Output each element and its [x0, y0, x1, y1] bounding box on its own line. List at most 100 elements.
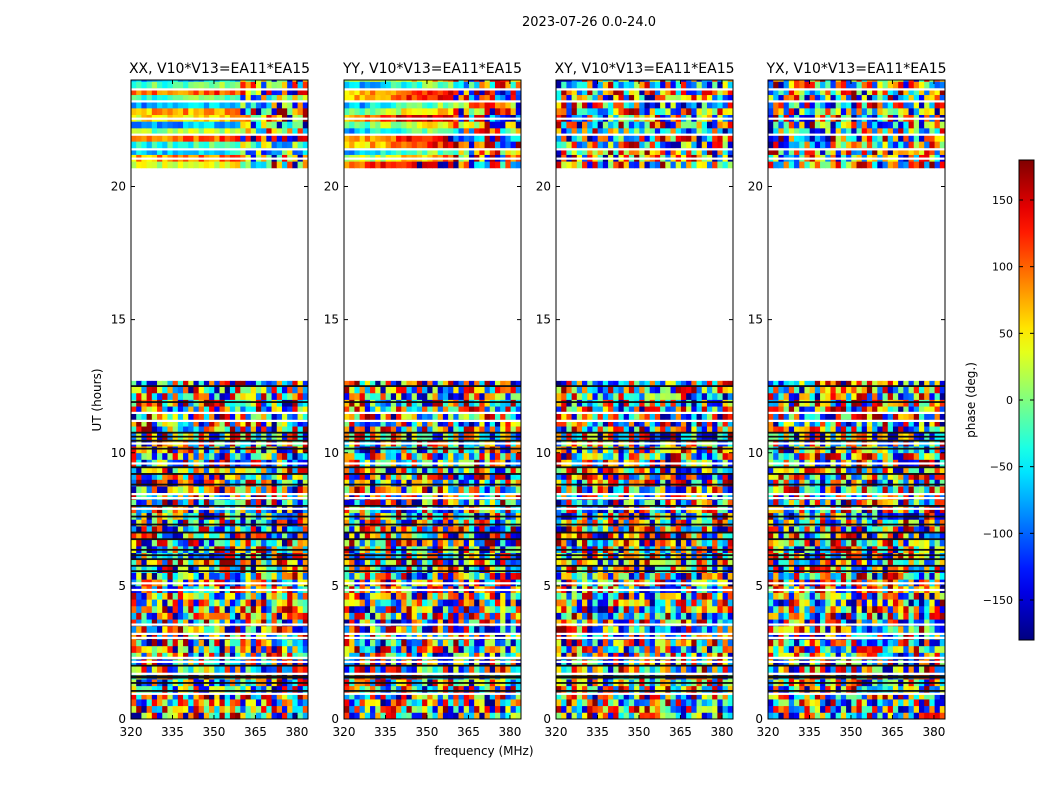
heatmap-cell — [219, 121, 226, 129]
heatmap-cell — [224, 386, 231, 394]
heatmap-cell — [261, 632, 267, 640]
heatmap-cell — [224, 399, 231, 407]
flagged-row-white — [344, 100, 521, 103]
heatmap-cell — [396, 685, 402, 693]
heatmap-cell — [229, 161, 236, 169]
heatmap-cell — [370, 699, 376, 707]
heatmap-cell — [665, 652, 671, 660]
heatmap-cell — [245, 446, 252, 454]
heatmap-cell — [276, 665, 283, 673]
heatmap-cell — [494, 525, 501, 534]
heatmap-cell — [618, 645, 625, 653]
heatmap-cell — [193, 466, 200, 474]
flagged-row-dark — [131, 505, 308, 507]
heatmap-cell — [281, 639, 288, 647]
heatmap-cell — [344, 479, 350, 487]
heatmap-cell — [453, 559, 459, 567]
heatmap-cell — [266, 692, 272, 700]
heatmap-cell — [219, 559, 226, 567]
heatmap-cell — [141, 599, 148, 607]
heatmap-cell — [468, 392, 475, 400]
heatmap-cell — [474, 412, 480, 420]
heatmap-cell — [131, 685, 137, 693]
heatmap-cell — [287, 632, 293, 640]
heatmap-cell — [287, 87, 293, 96]
heatmap-cell — [162, 141, 168, 149]
heatmap-cell — [437, 699, 444, 707]
heatmap-cell — [453, 632, 459, 640]
heatmap-cell — [396, 406, 402, 414]
heatmap-cell — [188, 592, 194, 600]
heatmap-cell — [131, 127, 137, 135]
heatmap-cell — [500, 612, 506, 620]
heatmap-cell — [188, 147, 194, 155]
heatmap-cell — [203, 486, 210, 494]
heatmap-cell — [416, 559, 423, 567]
heatmap-cell — [297, 565, 304, 573]
heatmap-cell — [453, 652, 459, 660]
heatmap-cell — [250, 712, 257, 720]
heatmap-cell — [468, 147, 475, 155]
heatmap-cell — [193, 572, 200, 580]
heatmap-cell — [177, 81, 184, 89]
heatmap-cell — [375, 552, 381, 560]
heatmap-cell — [364, 605, 371, 613]
heatmap-cell — [183, 94, 189, 102]
heatmap-cell — [474, 426, 480, 434]
heatmap-cell — [406, 705, 413, 713]
heatmap-cell — [422, 134, 428, 142]
heatmap-cell — [515, 532, 522, 540]
heatmap-cell — [468, 134, 475, 142]
heatmap-cell — [302, 492, 309, 500]
heatmap-cell — [463, 499, 470, 507]
heatmap-cell — [474, 572, 480, 580]
heatmap-cell — [235, 565, 241, 573]
heatmap-cell — [639, 645, 645, 653]
heatmap-cell — [183, 632, 189, 640]
heatmap-cell — [250, 380, 257, 387]
heatmap-cell — [484, 446, 491, 454]
heatmap-cell — [401, 639, 407, 647]
heatmap-cell — [250, 121, 257, 129]
heatmap-cell — [422, 699, 428, 707]
heatmap-cell — [639, 692, 645, 700]
heatmap-cell — [458, 625, 465, 633]
heatmap-cell — [505, 532, 511, 540]
heatmap-cell — [214, 147, 220, 155]
heatmap-cell — [515, 572, 522, 580]
heatmap-cell — [193, 639, 200, 647]
heatmap-cell — [484, 161, 491, 169]
heatmap-cell — [359, 705, 366, 713]
flagged-row-dark — [131, 664, 308, 667]
heatmap-cell — [151, 134, 158, 142]
heatmap-cell — [193, 685, 200, 693]
heatmap-cell — [422, 466, 428, 474]
heatmap-cell — [193, 532, 200, 540]
heatmap-cell — [287, 565, 293, 573]
heatmap-cell — [146, 539, 153, 547]
heatmap-cell — [276, 592, 283, 600]
heatmap-cell — [712, 685, 718, 693]
heatmap-cell — [203, 81, 210, 89]
heatmap-cell — [209, 559, 215, 567]
heatmap-cell — [172, 599, 179, 607]
heatmap-cell — [344, 412, 350, 420]
heatmap-cell — [240, 519, 246, 527]
heatmap-cell — [198, 147, 205, 155]
heatmap-cell — [344, 632, 350, 640]
heatmap-cell — [224, 121, 231, 129]
heatmap-cell — [468, 406, 475, 414]
heatmap-cell — [245, 426, 252, 434]
heatmap-cell — [271, 699, 278, 707]
heatmap-cell — [349, 380, 355, 387]
heatmap-cell — [390, 565, 397, 573]
heatmap-cell — [203, 605, 210, 613]
heatmap-cell — [427, 645, 433, 653]
heatmap-cell — [344, 147, 350, 155]
heatmap-cell — [354, 605, 361, 613]
heatmap-cell — [484, 692, 491, 700]
heatmap-cell — [437, 107, 444, 116]
heatmap-cell — [344, 625, 350, 633]
heatmap-cell — [235, 141, 241, 149]
heatmap-cell — [255, 639, 262, 647]
